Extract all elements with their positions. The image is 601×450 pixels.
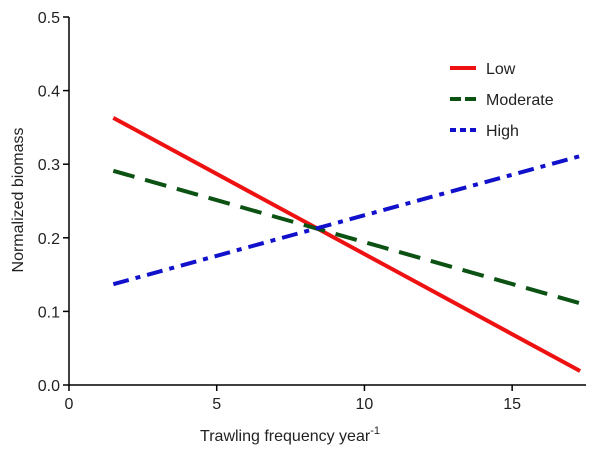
x-axis-label-superscript: -1 bbox=[370, 425, 380, 437]
x-axis-label-text: Trawling frequency year bbox=[200, 428, 371, 445]
line bbox=[112, 168, 581, 306]
x-tick-label: 10 bbox=[356, 396, 374, 413]
y-tick-label: 0.1 bbox=[38, 304, 60, 321]
y-axis-label: Normalized biomass bbox=[10, 128, 27, 273]
y-tick-label: 0.5 bbox=[38, 10, 60, 27]
legend-label: High bbox=[486, 123, 519, 140]
y-tick-label: 0.2 bbox=[38, 231, 60, 248]
line bbox=[112, 116, 582, 373]
y-tick-label: 0.0 bbox=[38, 378, 60, 395]
legend-label: Moderate bbox=[486, 92, 554, 109]
legend-label: Low bbox=[486, 61, 516, 78]
y-tick-label: 0.4 bbox=[38, 84, 60, 101]
y-tick-label: 0.3 bbox=[38, 157, 60, 174]
x-tick-label: 0 bbox=[65, 396, 74, 413]
x-axis-label: Trawling frequency year-1 bbox=[200, 425, 380, 445]
x-tick-label: 5 bbox=[212, 396, 221, 413]
line bbox=[112, 154, 581, 287]
x-tick-label: 15 bbox=[503, 396, 521, 413]
